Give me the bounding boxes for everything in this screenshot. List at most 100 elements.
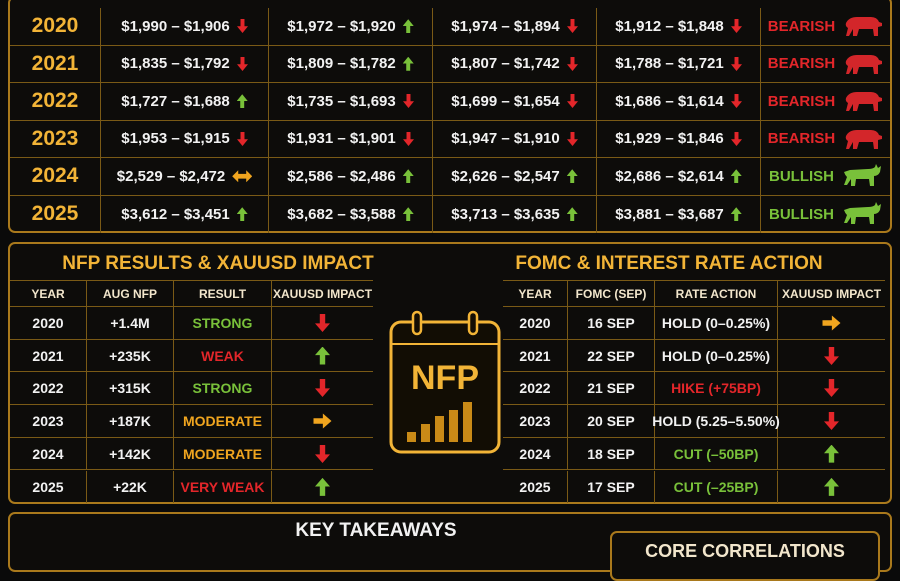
cell-text: 18 SEP — [587, 445, 635, 462]
arrow-icon — [824, 444, 839, 463]
impact-cell — [272, 372, 373, 404]
arrow-icon — [731, 94, 742, 108]
cell-text: 2022 — [32, 380, 64, 397]
header-cell: RESULT — [174, 281, 272, 306]
cell-text: 2023 — [32, 412, 64, 429]
data-cell: 2021 — [10, 339, 87, 372]
price-row: 2024 $2,529 – $2,472 $2,586 – $2,486 $2,626… — [10, 158, 890, 196]
cell-text: 2020 — [519, 314, 551, 331]
year: 2022 — [31, 89, 79, 113]
impact-cell — [272, 438, 373, 470]
arrow-icon — [237, 132, 248, 146]
bear-icon — [843, 89, 883, 113]
cell-text: +235K — [109, 347, 151, 364]
cell-text: 2022 — [519, 380, 551, 397]
cell-text: HOLD (5.25–5.50%) — [652, 412, 780, 429]
data-cell: MODERATE — [174, 437, 272, 470]
column-header: XAUUSD IMPACT — [272, 286, 373, 301]
price-range: $1,972 – $1,920 — [287, 17, 396, 35]
range-cell: $3,682 – $3,588 — [269, 195, 433, 233]
price-range: $1,807 – $1,742 — [451, 55, 560, 73]
column-header: YEAR — [31, 286, 65, 301]
column-header: RESULT — [198, 286, 247, 301]
range-cell: $3,713 – $3,635 — [433, 195, 597, 233]
price-range: $1,686 – $1,614 — [615, 92, 724, 110]
price-row: 2022 $1,727 – $1,688 $1,735 – $1,693 $1,699… — [10, 83, 890, 121]
cell-text: MODERATE — [182, 412, 263, 429]
outlook: BEARISH — [767, 130, 836, 148]
year-cell: 2023 — [10, 120, 101, 157]
data-cell: HOLD (5.25–5.50%) — [652, 405, 780, 437]
cell-text: STRONG — [192, 380, 253, 397]
arrow-icon — [567, 94, 578, 108]
cell-text: STRONG — [192, 314, 253, 331]
impact-cell — [272, 405, 373, 437]
arrow-icon — [730, 169, 742, 184]
data-cell: 2021 — [503, 339, 568, 372]
price-row: 2021 $1,835 – $1,792 $1,809 – $1,782 $1,807… — [10, 45, 890, 83]
price-range: $1,947 – $1,910 — [451, 130, 560, 148]
outlook-cell: BEARISH — [761, 121, 890, 158]
data-row: 2022 +315K STRONG — [10, 372, 373, 406]
arrow-icon — [731, 19, 742, 33]
outlook: BEARISH — [767, 17, 836, 35]
arrow-icon — [824, 347, 839, 365]
cell-text: 17 SEP — [587, 478, 635, 495]
data-row: 2022 21 SEP HIKE (+75BP) — [503, 372, 885, 406]
data-cell: 2022 — [10, 372, 87, 405]
outlook-cell: BEARISH — [761, 46, 890, 83]
range-cell: $1,788 – $1,721 — [597, 45, 761, 82]
cell-text: CUT (–50BP) — [673, 445, 759, 462]
takeaways-panel: KEY TAKEAWAYS CORE CORRELATIONS — [8, 512, 892, 581]
data-row: 2023 +187K MODERATE — [10, 405, 373, 438]
range-cell: $1,699 – $1,654 — [433, 83, 597, 120]
price-range: $3,682 – $3,588 — [287, 205, 396, 223]
year-cell: 2025 — [10, 195, 101, 233]
arrow-icon — [731, 132, 742, 146]
data-cell: +142K — [87, 437, 174, 470]
arrow-icon — [731, 57, 742, 71]
arrow-icon — [315, 477, 330, 496]
data-row: 2021 22 SEP HOLD (0–0.25%) — [503, 339, 885, 373]
year-cell: 2024 — [10, 158, 101, 195]
data-cell: 22 SEP — [568, 339, 655, 372]
data-cell: STRONG — [174, 372, 272, 405]
data-cell: WEAK — [174, 339, 272, 372]
cell-text: 2024 — [519, 445, 551, 462]
year-cell: 2021 — [10, 45, 101, 82]
data-row: 2020 16 SEP HOLD (0–0.25%) — [503, 307, 885, 340]
arrow-icon — [315, 314, 330, 332]
impact-cell — [778, 405, 885, 437]
range-cell: $3,612 – $3,451 — [101, 195, 269, 233]
arrow-icon — [232, 170, 253, 183]
range-cell: $1,686 – $1,614 — [597, 83, 761, 120]
cell-text: +315K — [109, 380, 151, 397]
price-range: $1,809 – $1,782 — [287, 55, 396, 73]
column-header: XAUUSD IMPACT — [781, 286, 882, 301]
range-cell: $2,686 – $2,614 — [597, 158, 761, 195]
price-range: $1,699 – $1,654 — [451, 92, 560, 110]
range-cell: $1,912 – $1,848 — [597, 8, 761, 45]
arrow-icon — [402, 19, 414, 34]
data-cell: +22K — [87, 470, 174, 504]
correlations-box: CORE CORRELATIONS — [610, 531, 880, 581]
cell-text: 16 SEP — [587, 314, 635, 331]
arrow-icon — [402, 56, 414, 71]
arrow-icon — [567, 132, 578, 146]
cell-text: +142K — [109, 445, 151, 462]
price-range: $2,586 – $2,486 — [287, 167, 396, 185]
range-cell: $1,929 – $1,846 — [597, 120, 761, 157]
cell-text: 20 SEP — [587, 412, 635, 429]
arrow-icon — [824, 477, 839, 496]
column-header: AUG NFP — [103, 286, 157, 301]
fomc-title: FOMC & INTEREST RATE ACTION — [515, 253, 823, 274]
data-row: 2025 17 SEP CUT (–25BP) — [503, 470, 885, 504]
price-range: $1,931 – $1,901 — [287, 130, 396, 148]
range-cell: $1,931 – $1,901 — [269, 120, 433, 157]
range-cell: $1,972 – $1,920 — [269, 8, 433, 45]
range-cell: $1,807 – $1,742 — [433, 45, 597, 82]
range-cell: $3,881 – $3,687 — [597, 195, 761, 233]
cell-text: +187K — [109, 412, 151, 429]
data-row: 2023 20 SEP HOLD (5.25–5.50%) — [503, 405, 885, 438]
outlook: BULLISH — [769, 205, 834, 223]
